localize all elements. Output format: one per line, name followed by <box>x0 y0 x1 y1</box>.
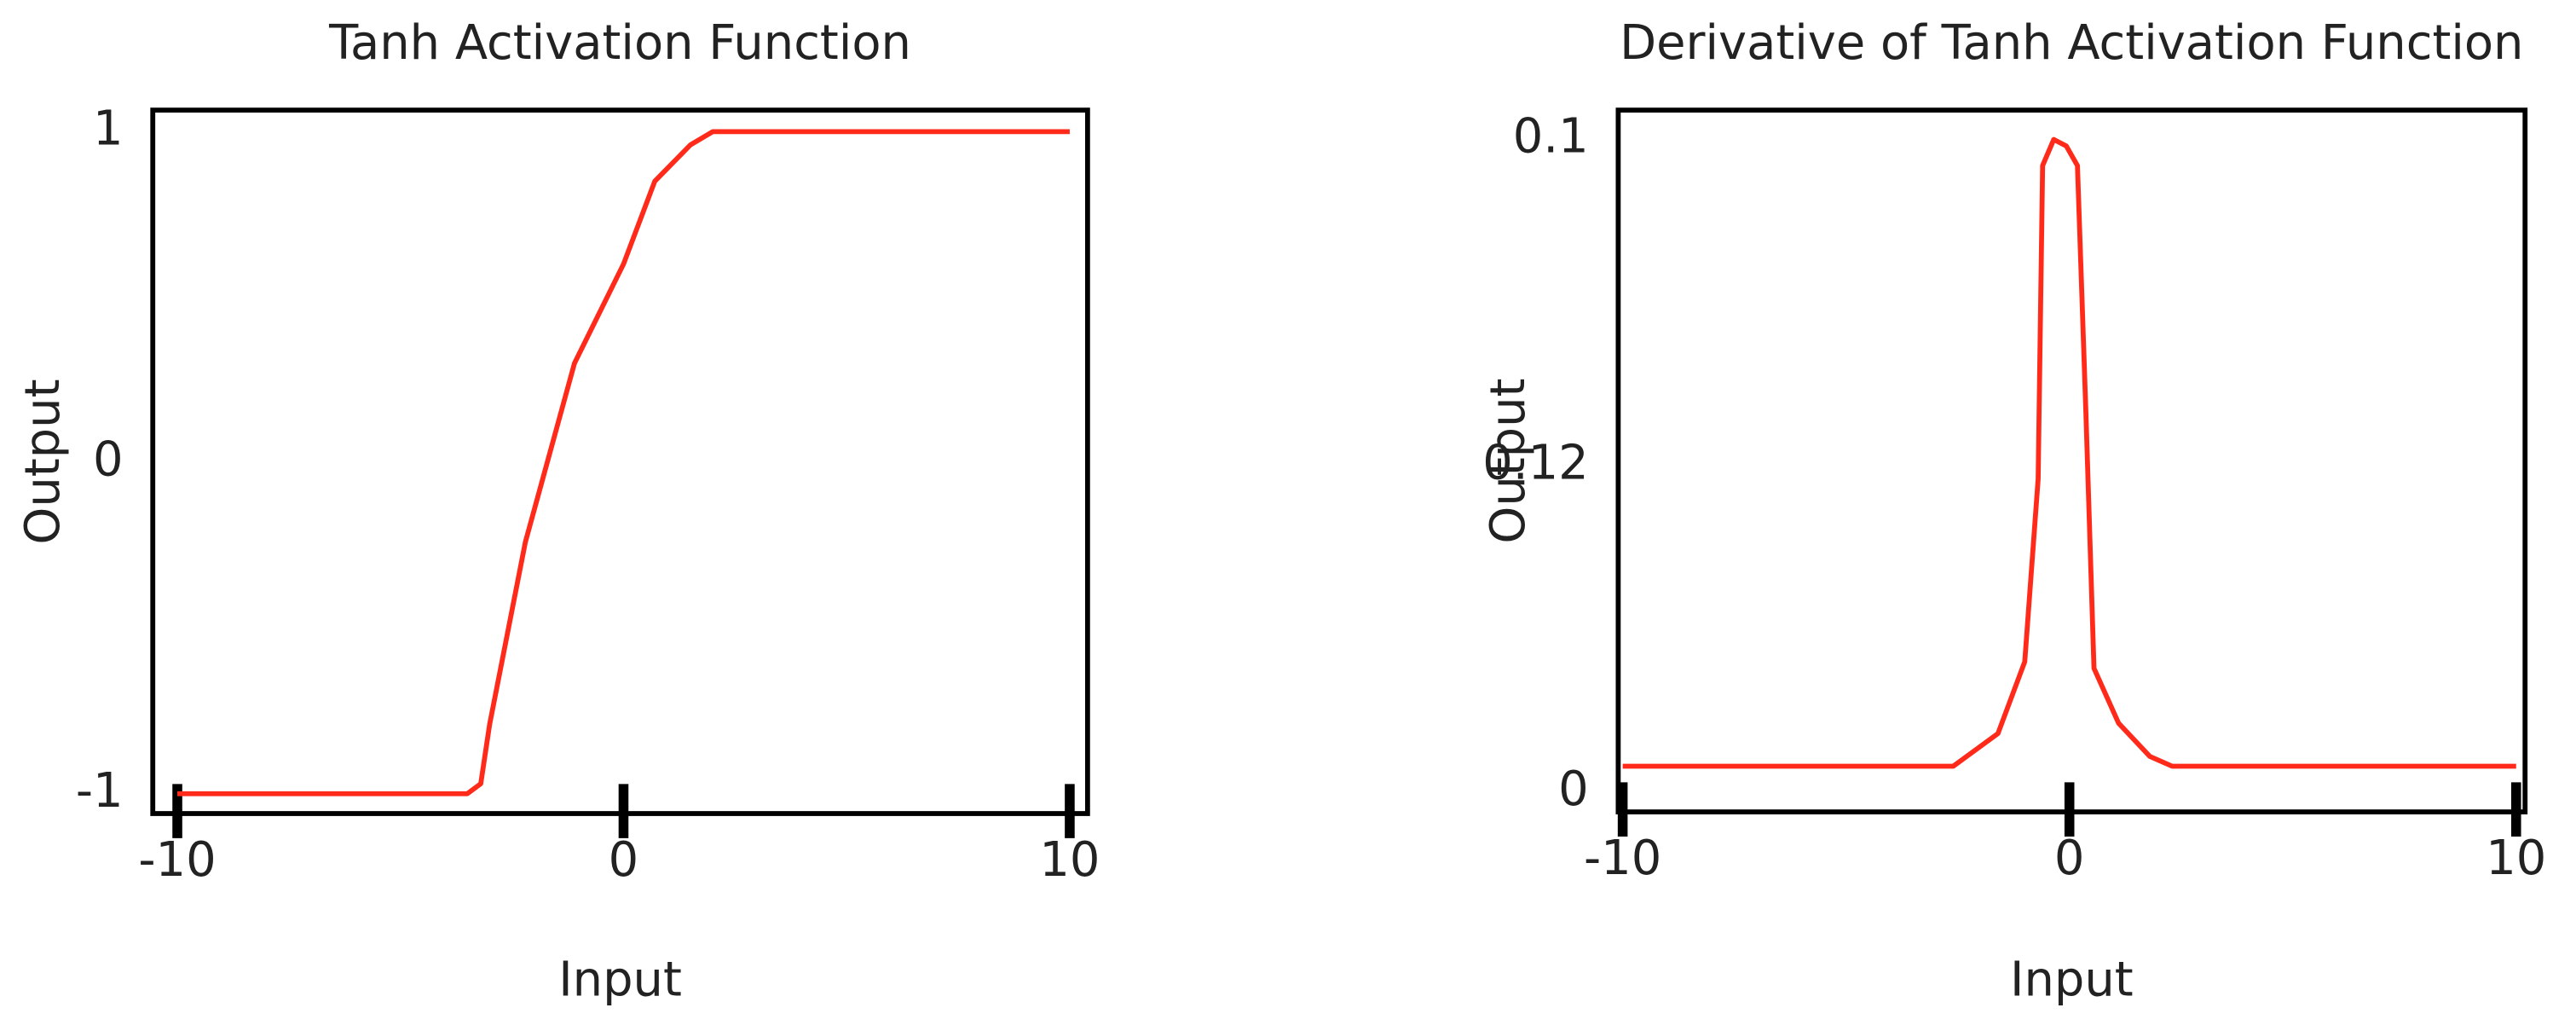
x-axis-label: Input <box>2010 953 2134 1008</box>
y-tick-label: 0 <box>93 432 124 488</box>
x-tick-label: 0 <box>2054 831 2085 886</box>
x-tick-label: -10 <box>138 832 216 888</box>
x-tick-label: 10 <box>2486 831 2546 886</box>
y-axis-label: Output <box>1481 379 1536 544</box>
line-series <box>1622 136 2516 769</box>
x-tick-label: -10 <box>1584 831 1661 886</box>
chart-title: Derivative of Tanh Activation Function <box>1620 15 2523 71</box>
chart-title: Tanh Activation Function <box>328 15 911 71</box>
x-tick-label: 10 <box>1039 832 1100 888</box>
y-tick-label: -1 <box>76 763 124 819</box>
plot-frame <box>1615 107 2528 814</box>
line-series <box>177 129 1070 796</box>
y-axis-label: Output <box>15 379 71 545</box>
y-tick-label: 0.1 <box>1513 109 1589 165</box>
x-tick-label: 0 <box>609 832 639 888</box>
y-tick-label: 1 <box>93 101 124 156</box>
y-tick-label: 0.12 <box>1482 435 1588 490</box>
plot-frame <box>150 107 1090 816</box>
y-tick-label: 0 <box>1558 762 1589 817</box>
x-axis-label: Input <box>558 953 682 1008</box>
